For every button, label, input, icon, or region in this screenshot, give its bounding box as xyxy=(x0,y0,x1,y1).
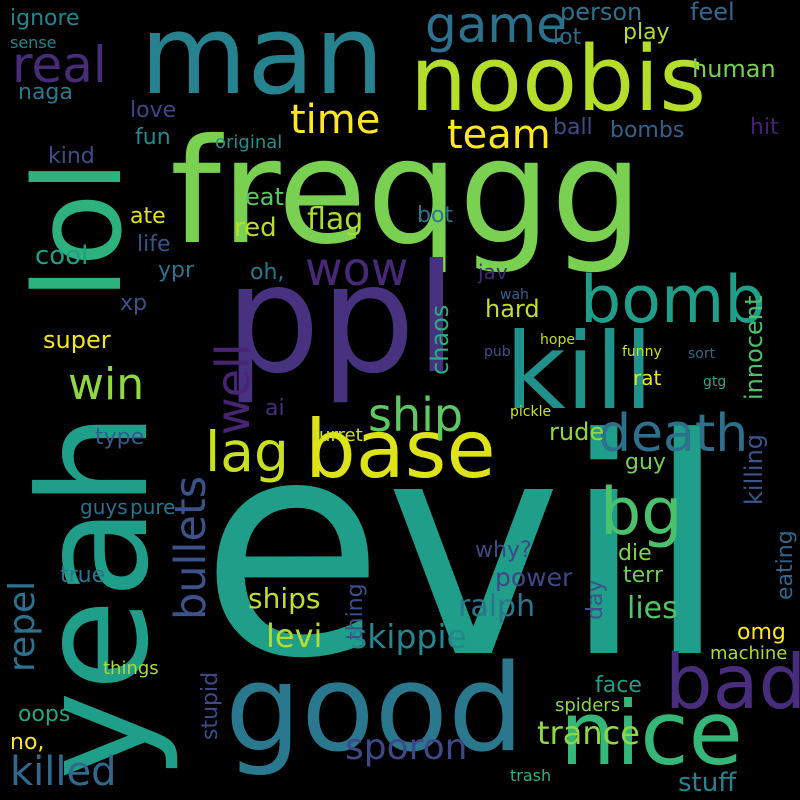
word-feel: feel xyxy=(690,0,735,26)
word-time: time xyxy=(290,97,381,143)
word-ypr: ypr xyxy=(158,258,195,283)
word-good: good xyxy=(225,640,525,779)
word-ppl: ppl xyxy=(225,233,458,407)
word-team: team xyxy=(447,112,551,158)
word-hope: hope xyxy=(540,332,575,348)
word-ignore: ignore xyxy=(10,6,80,31)
word-jav: jav xyxy=(478,260,508,284)
word-true: true xyxy=(60,563,106,588)
word-why: why? xyxy=(475,538,532,563)
word-naga: naga xyxy=(18,80,73,105)
word-hard: hard xyxy=(485,295,540,323)
word-oops: oops xyxy=(18,702,71,727)
word-super: super xyxy=(43,326,111,354)
word-human: human xyxy=(692,55,776,83)
word-repel: repel xyxy=(2,580,43,672)
word-ship: ship xyxy=(368,388,464,442)
word-chaos: chaos xyxy=(426,304,454,375)
word-type: type xyxy=(95,425,145,450)
word-wow: wow xyxy=(305,242,409,296)
word-turret: turret xyxy=(312,425,363,446)
word-ships: ships xyxy=(248,582,321,615)
word-ai: ai xyxy=(265,396,285,421)
word-person: person xyxy=(560,0,643,26)
word-noobis: noobis xyxy=(410,27,707,132)
word-eating: eating xyxy=(773,530,798,600)
word-hit: hit xyxy=(750,115,779,140)
word-base: base xyxy=(305,403,496,496)
word-guy: guy xyxy=(625,450,666,475)
word-eat: eat xyxy=(245,183,284,211)
word-love: love xyxy=(130,98,177,123)
word-sporon: sporon xyxy=(345,727,468,768)
word-well: well xyxy=(206,343,260,435)
word-face: face xyxy=(595,673,642,698)
word-power: power xyxy=(495,563,573,592)
word-original: original xyxy=(215,132,283,153)
word-ate: ate xyxy=(130,204,166,229)
word-real: real xyxy=(12,36,107,94)
word-ball: ball xyxy=(553,115,593,140)
word-innocent: innocent xyxy=(740,295,768,400)
word-sense: sense xyxy=(10,33,57,52)
word-spiders: spiders xyxy=(555,695,621,716)
word-life: life xyxy=(137,232,171,257)
word-fun: fun xyxy=(135,125,171,150)
word-funny: funny xyxy=(622,344,662,360)
word-thing: thing xyxy=(343,583,368,640)
word-skippie: skippie xyxy=(350,617,467,656)
word-sort: sort xyxy=(688,346,716,362)
word-machine: machine xyxy=(710,643,788,664)
word-omg: omg xyxy=(737,620,786,645)
word-die: die xyxy=(618,541,652,566)
word-bot: bot xyxy=(417,203,454,228)
word-flag: flag xyxy=(307,202,364,237)
word-killed: killed xyxy=(10,749,117,795)
word-pure: pure xyxy=(130,495,176,519)
word-levi: levi xyxy=(266,617,323,655)
word-kind: kind xyxy=(48,144,95,169)
word-xp: xp xyxy=(120,291,147,316)
word-bad: bad xyxy=(665,638,800,726)
word-freqgg: freqgg xyxy=(170,108,643,277)
word-bomb: bomb xyxy=(580,263,766,338)
word-pickle: pickle xyxy=(510,404,552,420)
word-guys: guys xyxy=(80,495,128,519)
word-rat: rat xyxy=(633,366,662,390)
word-lag: lag xyxy=(205,420,289,484)
word-gtg: gtg xyxy=(703,374,727,390)
word-play: play xyxy=(623,20,670,45)
word-death: death xyxy=(598,404,749,464)
word-stupid: stupid xyxy=(198,671,223,740)
word-man: man xyxy=(140,0,385,119)
word-oh: oh, xyxy=(250,260,285,285)
word-stuff: stuff xyxy=(678,768,737,798)
word-trance: trance xyxy=(537,714,640,752)
word-things: things xyxy=(103,658,159,679)
word-lies: lies xyxy=(627,591,678,626)
word-nice: nice xyxy=(560,682,743,785)
word-terr: terr xyxy=(623,563,663,588)
word-rude: rude xyxy=(549,418,605,446)
word-bg: bg xyxy=(600,475,683,550)
word-bullets: bullets xyxy=(166,475,216,620)
word-lot: lot xyxy=(553,25,582,50)
word-win: win xyxy=(68,359,145,410)
word-killing: killing xyxy=(740,433,768,505)
word-wah: wah xyxy=(500,287,529,303)
word-pub: pub xyxy=(484,344,511,360)
word-trash: trash xyxy=(510,766,552,785)
word-lol: lol xyxy=(10,159,149,300)
word-game: game xyxy=(425,0,567,54)
word-evil: evil xyxy=(200,375,729,724)
word-red: red xyxy=(234,213,277,243)
word-ralph: ralph xyxy=(458,589,536,624)
word-bombs: bombs xyxy=(610,118,685,143)
word-no: no, xyxy=(10,730,45,755)
word-day: day xyxy=(583,579,608,620)
word-cool: cool xyxy=(35,241,89,271)
word-kill: kill xyxy=(505,311,654,433)
